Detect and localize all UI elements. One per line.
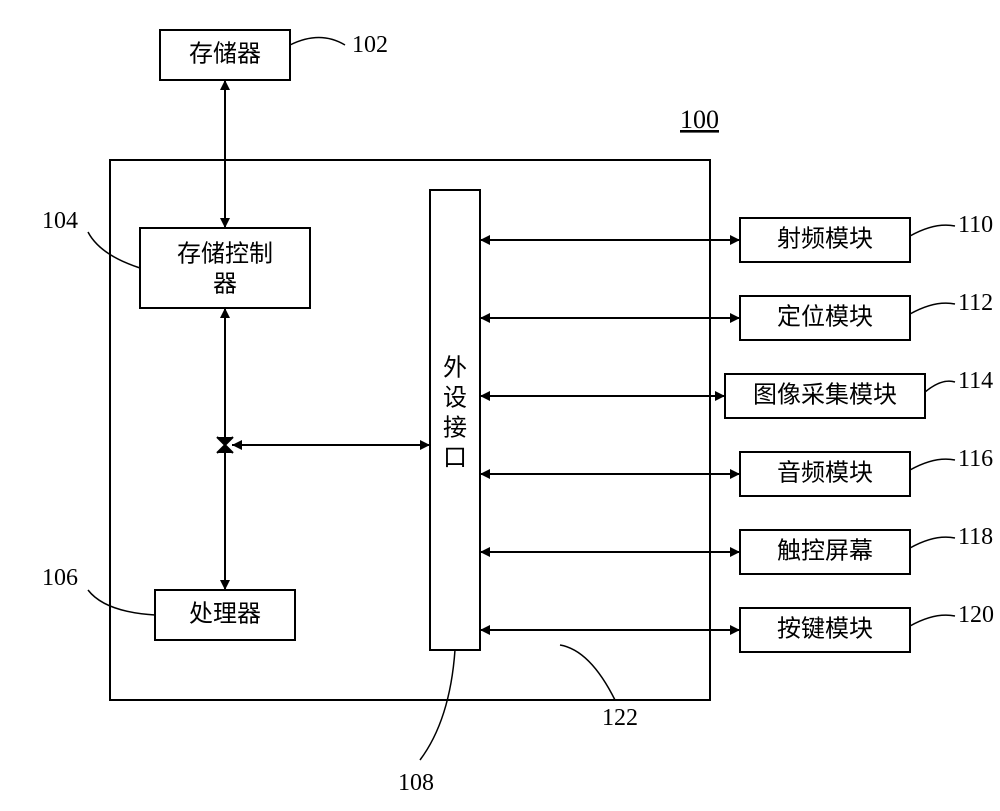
touch-label: 触控屏幕 [777,538,873,565]
ref-114: 114 [958,368,993,394]
ref-116: 116 [958,446,993,472]
ref-108: 108 [398,770,434,796]
ref-118: 118 [958,524,993,550]
positioning-module-block: 定位模块 [740,296,910,340]
touchscreen-block: 触控屏幕 [740,530,910,574]
peripheral-interface-block: 外 设 接 口 [430,190,480,650]
svg-text:外: 外 [443,355,467,382]
ref-110: 110 [958,212,993,238]
processor-label: 处理器 [189,601,261,628]
leader-122 [560,645,615,700]
rf-module-block: 射频模块 [740,218,910,262]
img-label: 图像采集模块 [753,382,897,409]
rf-label: 射频模块 [777,226,873,253]
memctrl-line1: 存储控制 [177,241,273,268]
ref-106: 106 [42,565,78,591]
key-label: 按键模块 [777,616,873,643]
image-capture-module-block: 图像采集模块 [725,374,925,418]
leader-116 [910,459,955,470]
processor-block: 处理器 [155,590,295,640]
audio-label: 音频模块 [777,460,873,487]
ref-102: 102 [352,32,388,58]
leader-102 [290,38,345,46]
pos-label: 定位模块 [777,304,873,331]
memory-label: 存储器 [189,41,261,68]
block-diagram: 存储器 存储控制 器 处理器 外 设 接 口 射频模块 定位模块 图像采集模块 … [0,0,1000,811]
leader-110 [910,225,955,236]
leader-106 [88,590,155,615]
leader-118 [910,537,955,548]
audio-module-block: 音频模块 [740,452,910,496]
svg-text:设: 设 [443,385,467,412]
ref-112: 112 [958,290,993,316]
memctrl-line2: 器 [213,272,237,298]
leader-108 [420,650,455,760]
memory-block: 存储器 [160,30,290,80]
key-module-block: 按键模块 [740,608,910,652]
ref-104: 104 [42,208,78,234]
junction-marker [217,437,233,453]
ref-120: 120 [958,602,994,628]
svg-text:口: 口 [443,446,467,472]
leader-120 [910,615,955,626]
ref-100: 100 [680,105,719,134]
leader-104 [88,232,140,268]
memory-controller-block: 存储控制 器 [140,228,310,308]
leader-112 [910,303,955,314]
svg-text:接: 接 [443,415,467,442]
leader-114 [925,381,955,392]
ref-122: 122 [602,705,638,731]
